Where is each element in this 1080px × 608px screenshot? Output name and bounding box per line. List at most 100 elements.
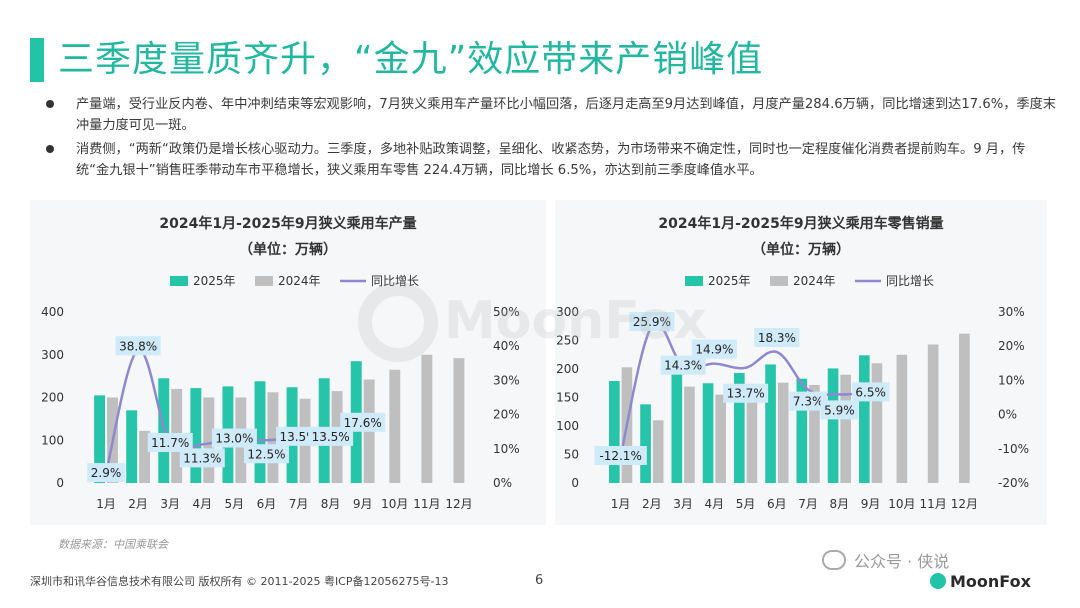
y-tick-label: 0	[571, 476, 579, 490]
yoy-data-label: 14.9%	[695, 343, 733, 357]
y2-tick-label: -20%	[998, 476, 1029, 490]
y-tick-label: 200	[556, 362, 579, 376]
x-tick-label: 12月	[445, 497, 472, 511]
bar-2024	[871, 363, 883, 483]
bar-2025	[671, 372, 683, 483]
y2-tick-label: 50%	[493, 305, 520, 319]
y-tick-label: 150	[556, 391, 579, 405]
bar-2025	[254, 381, 266, 483]
x-tick-label: 11月	[919, 497, 946, 511]
x-tick-label: 5月	[736, 497, 756, 511]
yoy-data-label-bg	[179, 448, 225, 468]
wechat-account: 公众号 · 侠说	[822, 548, 949, 572]
yoy-data-label-bg	[115, 336, 161, 356]
yoy-data-label-bg	[629, 312, 675, 332]
legend-swatch-2024	[255, 276, 273, 286]
legend-label-2024: 2024年	[793, 274, 836, 288]
bar-2024	[746, 384, 758, 483]
x-tick-label: 8月	[830, 497, 850, 511]
title-accent-bar	[30, 38, 44, 82]
moonfox-logo: MoonFox	[930, 572, 1031, 591]
x-tick-label: 4月	[705, 497, 725, 511]
yoy-data-label: 5.9%	[824, 403, 855, 417]
y2-tick-label: 30%	[493, 373, 520, 387]
yoy-data-label: 13.5%	[312, 430, 350, 444]
bar-2024	[139, 430, 151, 483]
chart-subtitle: （单位：万辆）	[752, 241, 850, 258]
retail-chart: 2024年1月-2025年9月狭义乘用车零售销量 （单位：万辆） 2025年 2024…	[556, 215, 1029, 511]
yoy-data-label: 2.9%	[91, 466, 122, 480]
bar-2025	[734, 372, 745, 483]
yoy-data-label: 18.3%	[758, 331, 796, 345]
bar-2025	[94, 395, 106, 483]
yoy-data-label: 11.7%	[151, 436, 189, 450]
x-tick-label: 2月	[642, 497, 662, 511]
bar-2024	[684, 386, 695, 483]
x-tick-label: 7月	[798, 497, 818, 511]
yoy-data-label: 13.7%	[727, 387, 765, 401]
y-tick-label: 0	[56, 476, 64, 490]
y-tick-label: 200	[41, 391, 64, 405]
yoy-data-label-bg	[594, 445, 647, 465]
bar-2025	[126, 410, 138, 483]
bar-2024	[453, 358, 465, 483]
yoy-data-label: 7.3%	[793, 395, 824, 409]
bar-2025	[702, 383, 714, 483]
wechat-icon	[822, 550, 846, 570]
bar-2024	[927, 344, 939, 483]
x-tick-label: 8月	[321, 497, 341, 511]
bullet-text: 消费侧，“两新“政策仍是增长核心驱动力。三季度，多地补贴政策调整，呈细化、收紧态…	[76, 142, 1026, 178]
y-tick-label: 400	[41, 305, 64, 319]
bar-2024	[389, 369, 401, 483]
bar-2025	[640, 404, 651, 483]
yoy-data-label-bg	[723, 383, 769, 403]
legend-label-2025: 2025年	[708, 274, 751, 288]
bullet-dot	[46, 145, 54, 153]
yoy-data-label-bg	[754, 328, 800, 348]
bullet-consumption: 消费侧，“两新“政策仍是增长核心驱动力。三季度，多地补贴政策调整，呈细化、收紧态…	[46, 139, 1056, 181]
x-tick-label: 9月	[353, 497, 373, 511]
page-title: 三季度量质齐升，“金九”效应带来产销峰值	[58, 39, 764, 80]
x-tick-label: 12月	[951, 497, 978, 511]
x-tick-label: 9月	[861, 497, 881, 511]
bullet-dot	[46, 100, 54, 108]
yoy-data-label-bg	[691, 339, 737, 359]
x-tick-label: 2月	[128, 497, 148, 511]
yoy-data-label-bg	[660, 355, 706, 375]
yoy-data-label: -12.1%	[599, 449, 641, 463]
yoy-data-label: 25.9%	[633, 315, 671, 329]
legend-label-yoy: 同比增长	[886, 274, 934, 288]
bar-2025	[796, 378, 808, 483]
bar-2024	[777, 382, 789, 483]
yoy-data-label-bg	[340, 412, 386, 432]
y2-tick-label: -10%	[998, 442, 1029, 456]
page-number: 6	[535, 573, 544, 588]
yoy-data-label: 6.5%	[855, 385, 886, 399]
bar-2025	[190, 388, 202, 483]
x-tick-label: 5月	[225, 497, 245, 511]
yoy-data-label-bg	[851, 382, 890, 402]
x-tick-label: 1月	[611, 497, 631, 511]
yoy-data-label-bg	[789, 391, 827, 411]
retail-chart-panel: 2024年1月-2025年9月狭义乘用车零售销量 （单位：万辆） 2025年 2024…	[555, 200, 1047, 525]
y2-tick-label: 30%	[998, 305, 1025, 319]
bar-2024	[421, 354, 433, 483]
y2-tick-label: 10%	[998, 373, 1025, 387]
y-tick-label: 100	[41, 433, 64, 447]
bar-2024	[896, 354, 908, 483]
chart-title: 2024年1月-2025年9月狭义乘用车产量	[159, 215, 416, 232]
copyright-footer: 深圳市和讯华谷信息技术有限公司 版权所有 © 2011-2025 粤ICP备12…	[30, 575, 449, 588]
yoy-data-label-bg	[147, 432, 193, 452]
x-tick-label: 10月	[381, 497, 408, 511]
legend-label-2025: 2025年	[193, 274, 236, 288]
x-tick-label: 6月	[767, 497, 787, 511]
x-tick-label: 11月	[413, 497, 440, 511]
bullet-production: 产量端，受行业反内卷、年中冲刺结束等宏观影响，7月狭义乘用车产量环比小幅回落，后…	[46, 94, 1056, 136]
bar-2025	[609, 380, 620, 483]
yoy-data-label: 38.8%	[119, 339, 157, 353]
y-tick-label: 250	[556, 334, 579, 348]
legend-swatch-2025	[685, 276, 703, 286]
yoy-data-label: 12.5%	[247, 447, 285, 461]
x-tick-label: 3月	[673, 497, 693, 511]
bar-2025	[827, 368, 839, 483]
